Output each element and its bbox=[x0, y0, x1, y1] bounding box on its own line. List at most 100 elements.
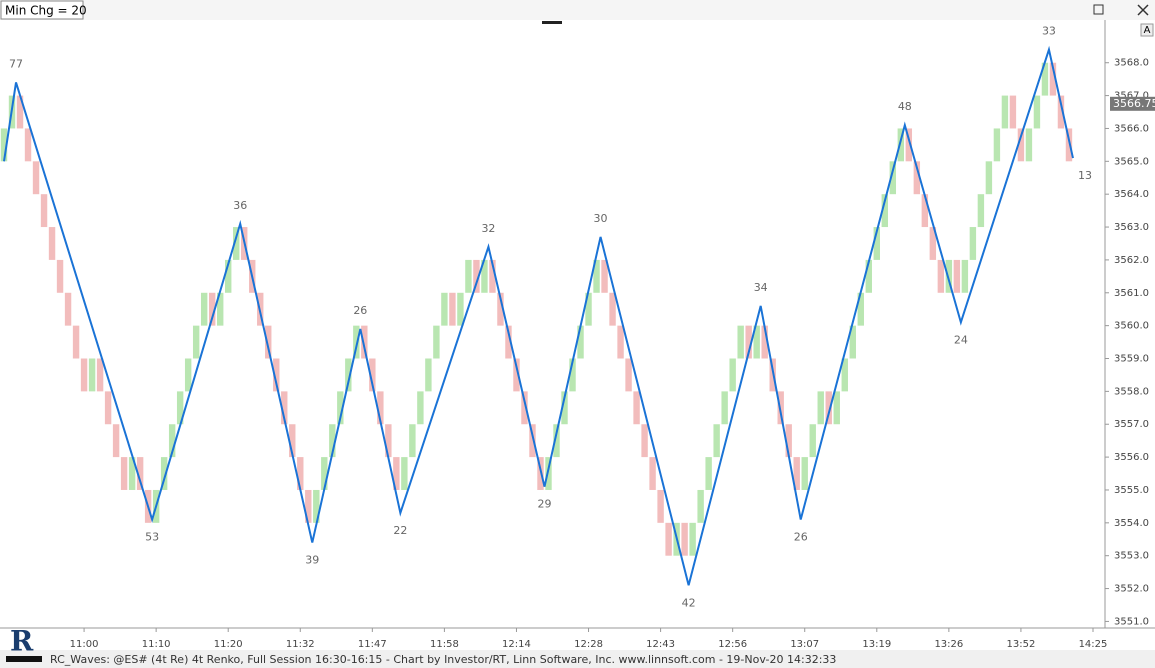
y-tick-label: 3563.0 bbox=[1114, 222, 1149, 233]
x-tick-label: 11:32 bbox=[286, 639, 315, 650]
brick bbox=[737, 325, 744, 359]
brick bbox=[1065, 128, 1073, 162]
brick bbox=[128, 457, 136, 490]
wave-label: 39 bbox=[305, 554, 319, 567]
brick bbox=[120, 457, 128, 490]
brick bbox=[705, 457, 712, 490]
y-tick-label: 3565.0 bbox=[1114, 156, 1149, 167]
brick bbox=[481, 259, 488, 293]
brick bbox=[913, 161, 921, 195]
brick bbox=[208, 292, 216, 326]
brick bbox=[473, 259, 480, 293]
brick bbox=[761, 325, 768, 359]
brick bbox=[553, 424, 560, 458]
brick bbox=[441, 292, 448, 326]
close-button[interactable] bbox=[1137, 4, 1149, 16]
brick bbox=[1041, 62, 1049, 96]
wave-label: 34 bbox=[754, 281, 768, 294]
brick bbox=[497, 292, 504, 326]
handle[interactable] bbox=[542, 21, 562, 24]
brick bbox=[56, 259, 64, 293]
brick bbox=[1049, 62, 1057, 96]
brick bbox=[881, 194, 889, 228]
brick bbox=[841, 358, 848, 392]
brick bbox=[64, 292, 72, 326]
wave-label: 22 bbox=[393, 524, 407, 537]
brick bbox=[489, 259, 496, 293]
brick bbox=[265, 325, 272, 359]
wave-label: 42 bbox=[682, 596, 696, 609]
brick bbox=[785, 424, 792, 458]
brick bbox=[16, 95, 24, 129]
brick bbox=[905, 128, 913, 162]
wave-label: 30 bbox=[594, 212, 608, 225]
y-tick-label: 3557.0 bbox=[1114, 419, 1149, 430]
brick bbox=[529, 424, 536, 458]
brick bbox=[641, 424, 648, 458]
brick bbox=[321, 457, 328, 490]
auto-button[interactable] bbox=[1140, 23, 1154, 37]
brick bbox=[112, 424, 120, 458]
top-bar bbox=[0, 0, 1155, 20]
y-tick-label: 3562.0 bbox=[1114, 255, 1149, 266]
x-tick-label: 12:56 bbox=[718, 639, 747, 650]
indicator-box[interactable] bbox=[0, 0, 84, 20]
brick bbox=[633, 391, 640, 425]
brick bbox=[433, 325, 440, 359]
status-bar bbox=[0, 650, 1155, 668]
brick bbox=[585, 292, 592, 326]
brick bbox=[833, 391, 840, 425]
brick bbox=[601, 259, 608, 293]
brick bbox=[889, 161, 897, 195]
zigzag-line bbox=[3, 45, 1074, 586]
brick bbox=[849, 325, 856, 359]
x-tick-label: 12:28 bbox=[574, 639, 603, 650]
brick bbox=[569, 358, 576, 392]
brick bbox=[609, 292, 616, 326]
last-price-box bbox=[1110, 96, 1155, 111]
brick bbox=[168, 424, 176, 458]
brick bbox=[273, 358, 280, 392]
brick bbox=[24, 128, 32, 162]
wave-label: 36 bbox=[233, 199, 247, 212]
brick bbox=[961, 259, 969, 293]
x-tick-label: 11:58 bbox=[430, 639, 459, 650]
brick bbox=[897, 128, 905, 162]
brick bbox=[1057, 95, 1065, 129]
brick bbox=[665, 522, 672, 556]
brick bbox=[457, 292, 464, 326]
brick bbox=[1001, 95, 1009, 129]
y-tick-label: 3555.0 bbox=[1114, 485, 1149, 496]
brick bbox=[305, 489, 312, 523]
x-tick-label: 13:07 bbox=[790, 639, 819, 650]
brick bbox=[513, 358, 520, 392]
brick bbox=[345, 358, 352, 392]
brick bbox=[192, 325, 200, 359]
wave-label: 24 bbox=[954, 333, 968, 346]
wave-label: 48 bbox=[898, 100, 912, 113]
x-tick-label: 12:14 bbox=[502, 639, 531, 650]
brick bbox=[40, 194, 48, 228]
brick bbox=[1033, 95, 1041, 129]
brick bbox=[313, 489, 320, 523]
wave-label: 53 bbox=[145, 531, 159, 544]
brick bbox=[825, 391, 832, 425]
y-tick-label: 3564.0 bbox=[1114, 189, 1149, 200]
brick bbox=[945, 259, 953, 293]
brick bbox=[281, 391, 288, 425]
y-tick-label: 3551.0 bbox=[1114, 616, 1149, 627]
brick bbox=[625, 358, 632, 392]
brick bbox=[697, 489, 704, 523]
brick bbox=[953, 259, 961, 293]
brick bbox=[801, 457, 808, 490]
brick bbox=[1025, 128, 1033, 162]
restore-button[interactable] bbox=[1093, 4, 1104, 15]
brick bbox=[617, 325, 624, 359]
indicator-label: Min Chg = 20 bbox=[5, 4, 87, 18]
brick bbox=[1009, 95, 1017, 129]
brick bbox=[88, 358, 96, 392]
brick bbox=[329, 424, 336, 458]
footer: RC_Waves: @ES# (4t Re) 4t Renko, Full Se… bbox=[50, 653, 836, 666]
brick bbox=[993, 128, 1001, 162]
y-tick-label: 3559.0 bbox=[1114, 354, 1149, 365]
